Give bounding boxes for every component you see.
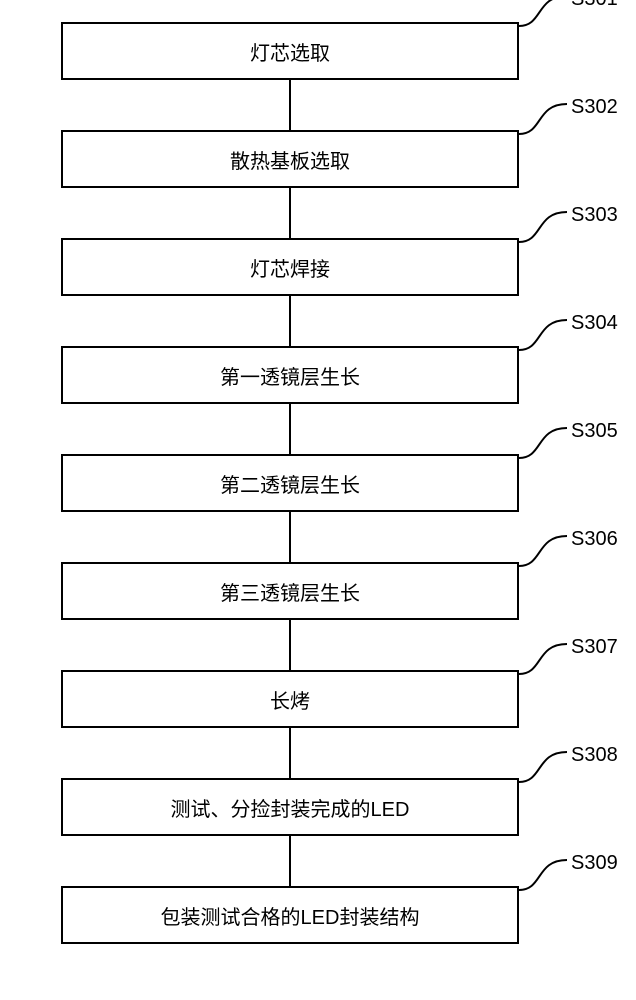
flow-step-box: 灯芯焊接 [61, 238, 519, 296]
callout-curve [519, 212, 567, 246]
flow-step-label: 散热基板选取 [230, 145, 350, 174]
flow-step-tag: S302 [571, 96, 618, 119]
flow-step-tag: S301 [571, 0, 618, 11]
flow-connector [289, 728, 291, 778]
flow-step-box: 包装测试合格的LED封装结构 [61, 886, 519, 944]
callout-curve [519, 860, 567, 894]
flow-connector [289, 188, 291, 238]
flow-step-box: 散热基板选取 [61, 130, 519, 188]
flow-connector [289, 296, 291, 346]
flow-step-box: 灯芯选取 [61, 22, 519, 80]
callout-curve [519, 320, 567, 354]
flow-step-label: 测试、分捡封装完成的LED [171, 793, 410, 822]
callout-curve [519, 536, 567, 570]
flow-step-label: 灯芯焊接 [250, 253, 330, 282]
callout-curve [519, 428, 567, 462]
flow-step-tag: S307 [571, 636, 618, 659]
flow-connector [289, 80, 291, 130]
flow-step-tag: S309 [571, 852, 618, 875]
flow-step-tag: S303 [571, 204, 618, 227]
callout-curve [519, 0, 567, 30]
flow-step-label: 灯芯选取 [250, 37, 330, 66]
flow-step-tag: S305 [571, 420, 618, 443]
flow-connector [289, 836, 291, 886]
flow-step-box: 长烤 [61, 670, 519, 728]
flow-step-tag: S308 [571, 744, 618, 767]
flowchart-canvas: 灯芯选取 S301 散热基板选取 S302 灯芯焊接 S303 第一透镜层生长 S304 第二透… [0, 0, 636, 1000]
flow-connector [289, 620, 291, 670]
flow-step-box: 测试、分捡封装完成的LED [61, 778, 519, 836]
flow-step-box: 第一透镜层生长 [61, 346, 519, 404]
flow-step-tag: S304 [571, 312, 618, 335]
flow-connector [289, 512, 291, 562]
flow-step-label: 第三透镜层生长 [220, 577, 360, 606]
flow-step-box: 第二透镜层生长 [61, 454, 519, 512]
flow-step-box: 第三透镜层生长 [61, 562, 519, 620]
callout-curve [519, 752, 567, 786]
flow-connector [289, 404, 291, 454]
callout-curve [519, 104, 567, 138]
flow-step-label: 第二透镜层生长 [220, 469, 360, 498]
callout-curve [519, 644, 567, 678]
flow-step-label: 长烤 [270, 685, 310, 714]
flow-step-label: 第一透镜层生长 [220, 361, 360, 390]
flow-step-label: 包装测试合格的LED封装结构 [161, 901, 420, 930]
flow-step-tag: S306 [571, 528, 618, 551]
